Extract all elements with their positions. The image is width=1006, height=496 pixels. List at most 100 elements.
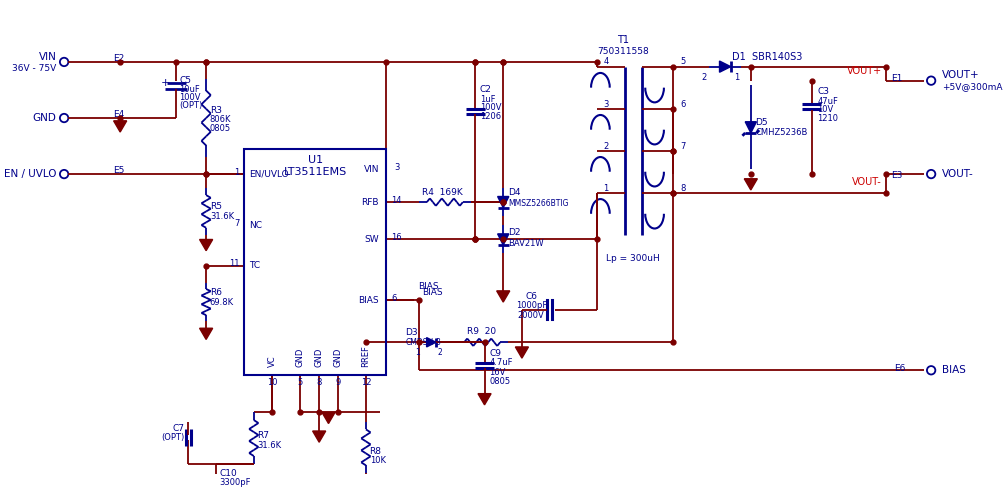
Polygon shape [114, 121, 127, 132]
Text: 100V: 100V [179, 93, 200, 102]
Text: 31.6K: 31.6K [210, 212, 234, 221]
Text: R9  20: R9 20 [467, 327, 496, 336]
Text: 100V: 100V [480, 103, 501, 112]
Text: 3300pF: 3300pF [219, 478, 250, 487]
Text: D1  SBR140S3: D1 SBR140S3 [732, 52, 803, 62]
Polygon shape [359, 483, 372, 494]
Text: 6: 6 [391, 294, 396, 303]
Text: 2000V: 2000V [518, 310, 544, 319]
Text: CMHZ5236B: CMHZ5236B [756, 127, 808, 136]
Text: (OPT): (OPT) [179, 101, 202, 111]
Text: R8: R8 [369, 447, 381, 456]
Text: EN / UVLO: EN / UVLO [4, 169, 56, 179]
Text: E6: E6 [894, 364, 906, 373]
Text: BAV21W: BAV21W [508, 239, 543, 248]
Text: RREF: RREF [361, 346, 370, 368]
Text: D4: D4 [508, 188, 520, 197]
Text: GND: GND [33, 113, 56, 123]
Text: SW: SW [364, 235, 379, 244]
Text: NC: NC [249, 221, 263, 230]
Text: RFB: RFB [361, 197, 379, 207]
Text: (OPT): (OPT) [161, 433, 185, 442]
Text: 1: 1 [604, 184, 609, 192]
Text: 8: 8 [681, 184, 686, 192]
Text: 1: 1 [414, 348, 420, 357]
Text: E4: E4 [113, 110, 124, 119]
Text: E3: E3 [891, 172, 902, 181]
Polygon shape [199, 240, 212, 250]
Text: C5: C5 [179, 76, 191, 85]
Text: BIAS: BIAS [418, 282, 439, 291]
Text: R3: R3 [210, 106, 222, 115]
Text: 16V: 16V [489, 368, 506, 376]
Text: 3: 3 [604, 100, 609, 109]
Text: R4  169K: R4 169K [423, 188, 463, 197]
Text: 10: 10 [268, 378, 278, 387]
Text: 1210: 1210 [817, 114, 838, 123]
Text: 2: 2 [438, 348, 442, 357]
Text: 12: 12 [360, 378, 371, 387]
Text: 1206: 1206 [480, 112, 501, 121]
Text: 4.7uF: 4.7uF [489, 358, 513, 368]
Text: VOUT+: VOUT+ [943, 70, 980, 80]
Polygon shape [313, 431, 326, 442]
Text: VC: VC [268, 356, 277, 368]
Text: GND: GND [333, 348, 342, 368]
Text: E5: E5 [113, 166, 124, 175]
Text: 4: 4 [604, 58, 609, 66]
Text: E2: E2 [113, 54, 124, 62]
Text: 7: 7 [681, 141, 686, 151]
Polygon shape [745, 122, 757, 133]
Text: D2: D2 [508, 228, 520, 237]
Text: 1: 1 [734, 73, 739, 82]
Text: Lp = 300uH: Lp = 300uH [606, 253, 660, 263]
Text: 31.6K: 31.6K [258, 440, 282, 449]
Text: 1000pF: 1000pF [516, 301, 547, 310]
Text: 6: 6 [681, 100, 686, 109]
Text: MMSZ5266BTIG: MMSZ5266BTIG [508, 199, 568, 208]
Text: 0805: 0805 [489, 377, 510, 386]
Text: 5: 5 [298, 378, 303, 387]
Text: 1uF: 1uF [480, 95, 495, 104]
Polygon shape [199, 328, 212, 339]
Text: CMDSH-3: CMDSH-3 [405, 338, 441, 347]
Text: +: + [160, 77, 170, 87]
Text: E1: E1 [891, 74, 902, 83]
Text: 8: 8 [317, 378, 322, 387]
Text: EN/UVLO: EN/UVLO [249, 170, 289, 179]
Polygon shape [515, 347, 528, 358]
Text: 806K: 806K [210, 116, 231, 124]
Text: D5: D5 [756, 118, 769, 127]
Text: GND: GND [315, 348, 324, 368]
Bar [244, 149, 386, 375]
Text: R7: R7 [258, 431, 270, 440]
Text: 2: 2 [604, 141, 609, 151]
Polygon shape [498, 234, 509, 245]
Text: +5V@300mA: +5V@300mA [943, 82, 1003, 91]
Text: C10: C10 [219, 469, 237, 478]
Text: R5: R5 [210, 202, 222, 211]
Text: 16: 16 [391, 233, 401, 242]
Text: 3: 3 [394, 163, 399, 172]
Text: 36V - 75V: 36V - 75V [12, 64, 56, 73]
Text: U1: U1 [308, 155, 323, 165]
Text: 9: 9 [335, 378, 340, 387]
Text: 69.8K: 69.8K [210, 298, 234, 307]
Text: VOUT-: VOUT- [943, 169, 974, 179]
Text: BIAS: BIAS [943, 365, 966, 375]
Text: 11: 11 [229, 259, 239, 268]
Text: 2: 2 [701, 73, 707, 82]
Text: C2: C2 [480, 85, 492, 95]
Text: R6: R6 [210, 288, 222, 297]
Text: TC: TC [249, 261, 261, 270]
Text: 7: 7 [234, 219, 239, 228]
Text: D3: D3 [405, 328, 417, 337]
Text: 750311558: 750311558 [597, 47, 649, 56]
Polygon shape [478, 394, 491, 405]
Polygon shape [427, 338, 436, 347]
Text: 14: 14 [391, 196, 401, 205]
Text: LT3511EMS: LT3511EMS [284, 167, 347, 177]
Text: 1: 1 [234, 168, 239, 177]
Text: C7: C7 [173, 424, 185, 433]
Polygon shape [498, 196, 509, 208]
